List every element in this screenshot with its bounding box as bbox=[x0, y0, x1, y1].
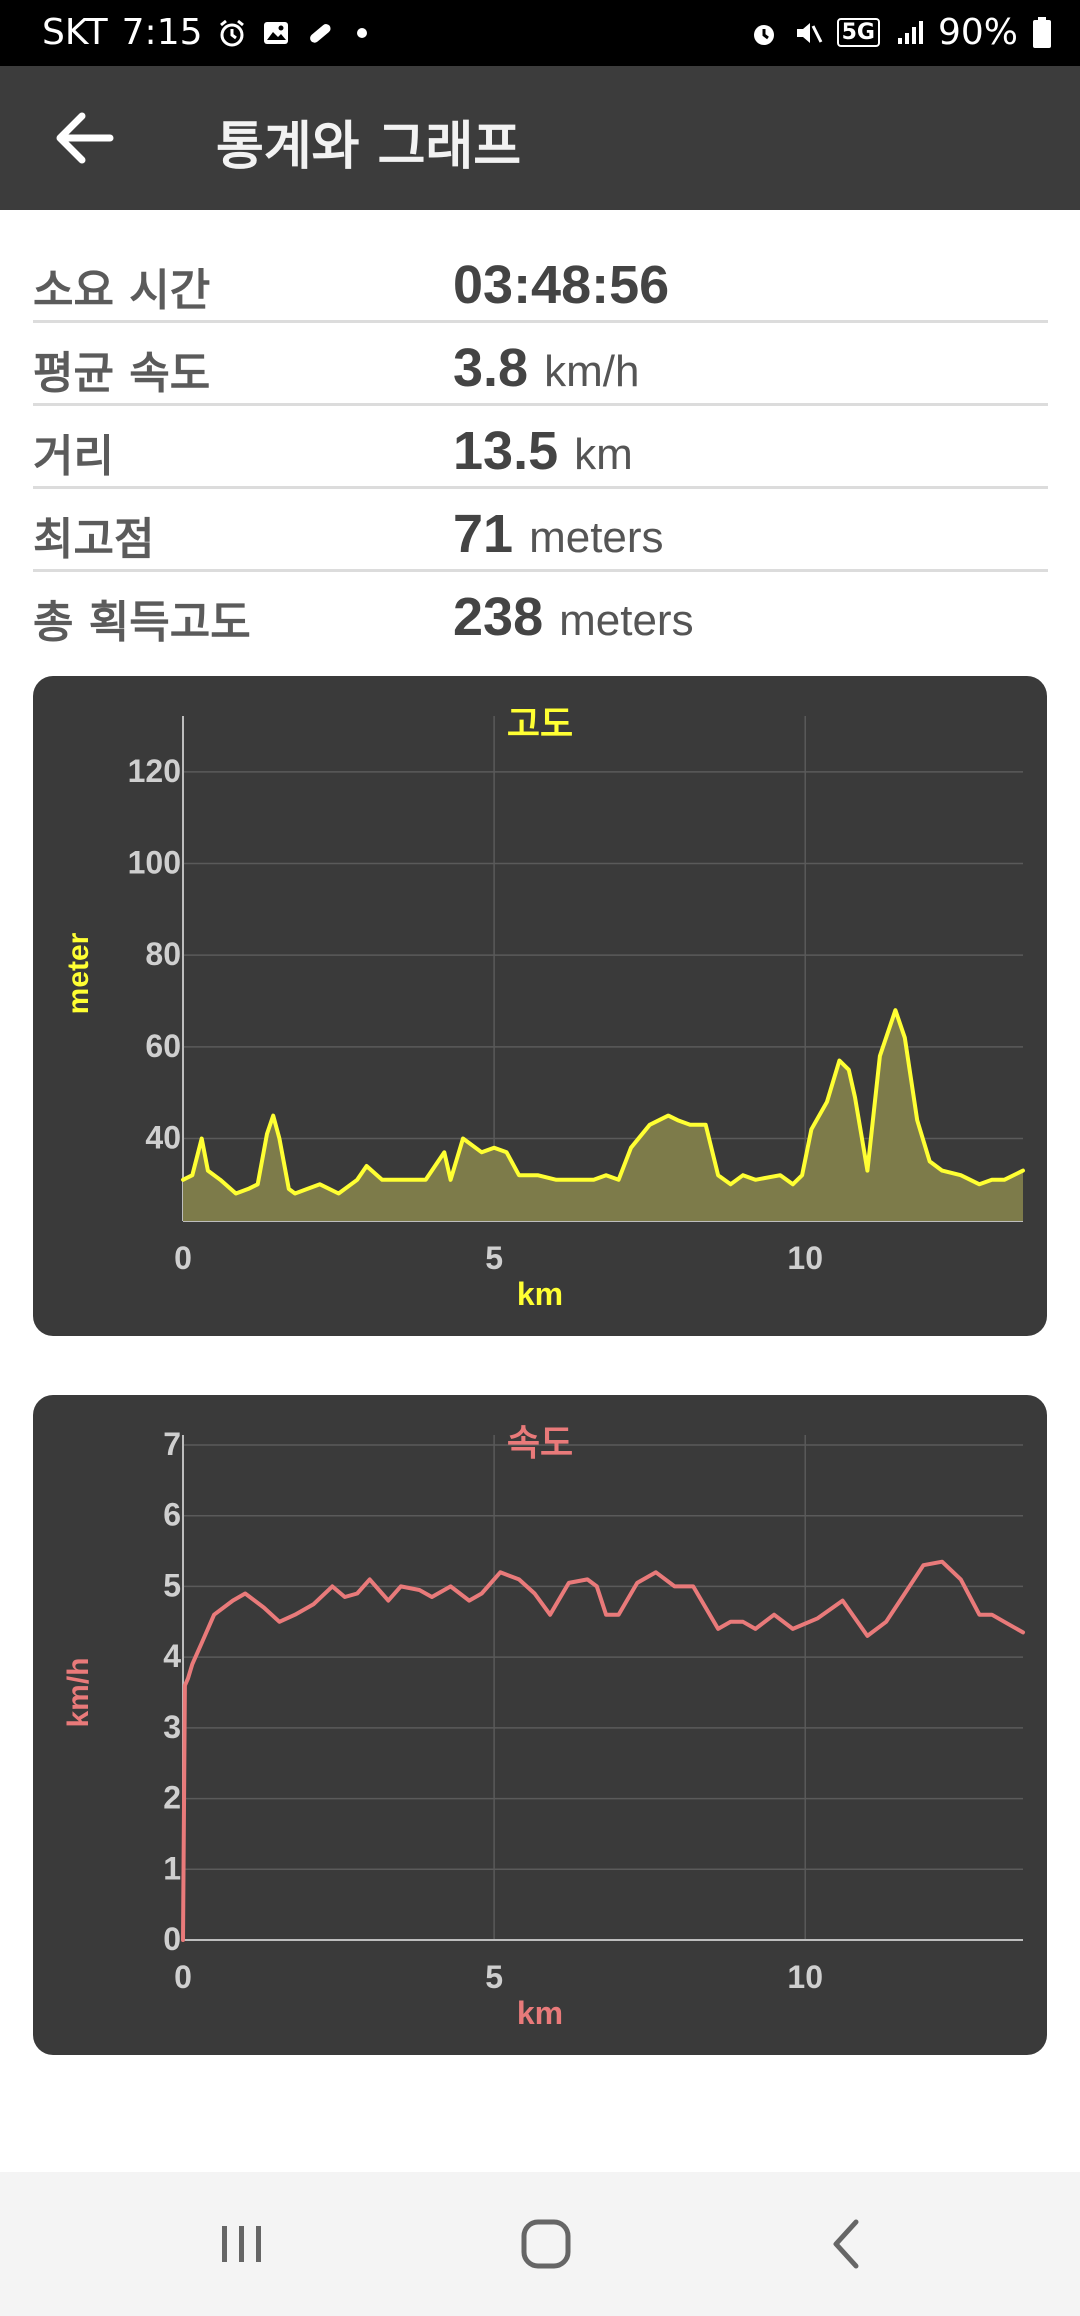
stat-row-distance: 거리 13.5 km bbox=[33, 406, 1048, 489]
home-icon[interactable] bbox=[506, 2208, 586, 2280]
carrier-label: SKT bbox=[42, 12, 108, 53]
series-area bbox=[183, 1010, 1023, 1221]
notification-dot-icon bbox=[356, 27, 367, 38]
y-tick-label: 2 bbox=[163, 1780, 181, 1816]
app-bar: 통계와 그래프 bbox=[0, 66, 1080, 210]
page-title: 통계와 그래프 bbox=[216, 117, 522, 177]
stat-value: 03:48:56 bbox=[453, 255, 670, 315]
x-tick-label: 0 bbox=[174, 1959, 192, 1995]
alarm-icon bbox=[219, 19, 244, 46]
recent-apps-icon[interactable] bbox=[202, 2208, 282, 2280]
elevation-chart-card: 40 60 80 100 120 0 5 10 고도 km meter bbox=[33, 676, 1047, 1336]
elevation-chart: 40 60 80 100 120 0 5 10 고도 km meter bbox=[62, 704, 1025, 1312]
stats-table: 소요 시간 03:48:56 평균 속도 3.8 km/h 거리 13.5 km… bbox=[33, 240, 1048, 652]
stat-value-group: 3.8 km/h bbox=[453, 337, 639, 399]
stat-row-highest-point: 최고점 71 meters bbox=[33, 489, 1048, 572]
stat-value-group: 71 meters bbox=[453, 503, 664, 565]
x-tick-label: 5 bbox=[485, 1240, 503, 1276]
stat-unit: km/h bbox=[544, 347, 640, 396]
signal-icon bbox=[897, 20, 923, 44]
stat-label: 소요 시간 bbox=[33, 265, 211, 316]
stat-label: 거리 bbox=[33, 431, 114, 482]
stat-row-avg-speed: 평균 속도 3.8 km/h bbox=[33, 323, 1048, 406]
y-tick-label: 100 bbox=[128, 845, 181, 881]
stat-value-group: 238 meters bbox=[453, 586, 694, 648]
stat-value-group: 13.5 km bbox=[453, 420, 633, 482]
y-axis-label: meter bbox=[62, 932, 95, 1014]
y-axis-label: km/h bbox=[62, 1657, 95, 1727]
y-tick-label: 5 bbox=[163, 1567, 181, 1603]
x-tick-label: 10 bbox=[787, 1240, 823, 1276]
chart-title: 속도 bbox=[507, 1423, 573, 1464]
y-tick-label: 4 bbox=[163, 1638, 181, 1674]
stat-value: 71 bbox=[453, 504, 514, 564]
x-tick-label: 0 bbox=[174, 1240, 192, 1276]
network-badge: 5G bbox=[836, 18, 880, 47]
x-axis-label: km bbox=[517, 1995, 563, 2031]
stat-unit: meters bbox=[559, 596, 694, 645]
clock: 7:15 bbox=[121, 12, 203, 53]
y-tick-label: 120 bbox=[128, 753, 181, 789]
x-axis-label: km bbox=[517, 1276, 563, 1312]
stat-label: 평균 속도 bbox=[33, 348, 211, 399]
system-nav-bar bbox=[0, 2172, 1080, 2316]
battery-percent: 90% bbox=[937, 12, 1018, 53]
pill-icon bbox=[309, 23, 331, 43]
y-tick-label: 40 bbox=[145, 1120, 181, 1156]
status-bar: SKT 7:15 5G bbox=[0, 0, 1080, 66]
speed-chart: 0 1 2 3 4 5 6 7 0 5 10 속도 km km/h bbox=[62, 1423, 1025, 2031]
x-tick-label: 5 bbox=[485, 1959, 503, 1995]
nav-back-icon[interactable] bbox=[808, 2208, 888, 2280]
y-tick-label: 7 bbox=[163, 1426, 181, 1462]
y-tick-label: 3 bbox=[163, 1709, 181, 1745]
stat-label: 최고점 bbox=[33, 514, 155, 565]
chart-title: 고도 bbox=[507, 704, 573, 745]
y-tick-label: 0 bbox=[163, 1921, 181, 1957]
stat-value: 3.8 bbox=[453, 338, 529, 398]
stat-value-group: 03:48:56 bbox=[453, 254, 685, 316]
alarm-on-icon bbox=[753, 24, 774, 45]
stat-label: 총 획득고도 bbox=[33, 597, 251, 648]
stat-unit: meters bbox=[529, 513, 664, 562]
stat-unit: km bbox=[574, 430, 633, 479]
series-line bbox=[181, 1559, 1025, 1942]
image-icon bbox=[263, 21, 288, 44]
back-arrow-icon[interactable] bbox=[48, 106, 120, 170]
y-tick-label: 6 bbox=[163, 1497, 181, 1533]
stat-value: 238 bbox=[453, 587, 544, 647]
x-tick-label: 10 bbox=[787, 1959, 823, 1995]
y-tick-label: 80 bbox=[145, 936, 181, 972]
speed-chart-card: 0 1 2 3 4 5 6 7 0 5 10 속도 km km/h bbox=[33, 1395, 1047, 2055]
y-tick-label: 1 bbox=[163, 1850, 181, 1886]
y-tick-label: 60 bbox=[145, 1028, 181, 1064]
series-line bbox=[181, 1008, 1025, 1196]
stat-row-duration: 소요 시간 03:48:56 bbox=[33, 240, 1048, 323]
mute-icon bbox=[796, 22, 822, 43]
stat-row-total-ascent: 총 획득고도 238 meters bbox=[33, 572, 1048, 652]
stat-value: 13.5 bbox=[453, 421, 559, 481]
battery-icon bbox=[1033, 16, 1051, 48]
